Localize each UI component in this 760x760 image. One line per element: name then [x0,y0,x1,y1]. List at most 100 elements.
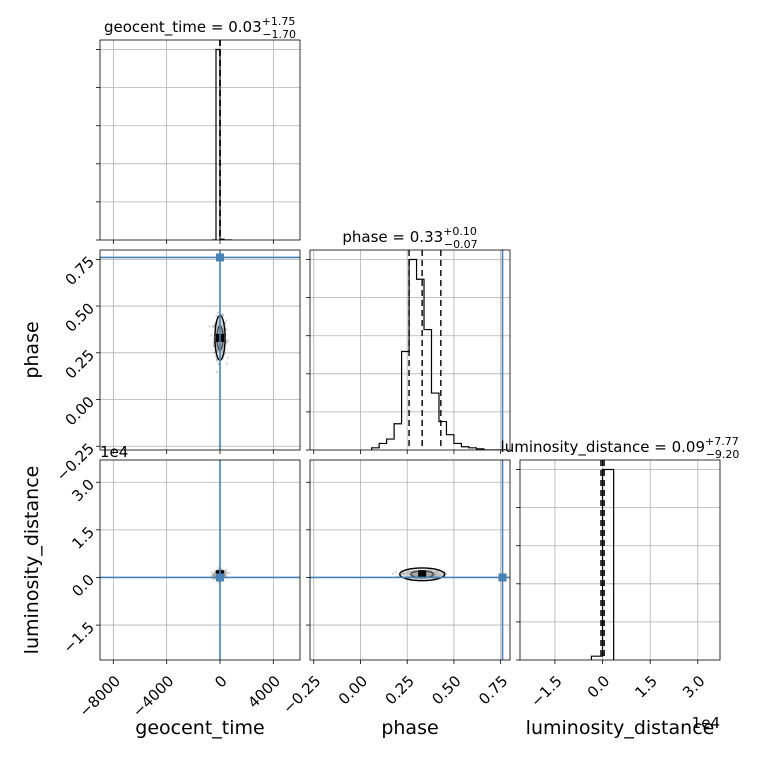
scatter-point [216,348,219,352]
y-tick-label: 0.0 [68,571,98,601]
scatter-point [436,572,439,575]
x-tick-label: 0.75 [475,672,511,708]
scatter-point [224,574,227,577]
scatter-point [213,570,217,574]
scatter-point [438,573,441,576]
scatter-point [221,313,224,316]
scatter-point [225,342,228,345]
scatter-point [402,572,405,576]
scatter-point [227,339,230,342]
scatter-panel-geocent_time-vs-phase: −0.25 0.00 0.25 0.50 0.75 phase [21,249,301,485]
hist-panel-luminosity_distance: luminosity_distance = 0.09+7.77 −9.20 −1.5… [501,435,740,739]
panel-title-text: phase = 0.33+0.10 −0.07 [342,225,477,251]
scatter-point [213,574,216,577]
x-tick-label: 4000 [244,672,284,712]
scatter-point [210,574,214,578]
scatter-point [212,345,215,348]
scatter-point [437,571,440,574]
x-axis-label: luminosity_distance [526,717,715,739]
x-offset-label: 1e4 [692,714,720,732]
scatter-point [221,349,224,353]
y-offset-label: 1e4 [100,443,128,461]
panel-title-text: luminosity_distance = 0.09+7.77 −9.20 [501,435,740,461]
scatter-point [401,573,404,576]
scatter-point [212,573,215,576]
scatter-point [435,571,439,574]
scatter-point [408,573,411,576]
scatter-point [440,574,443,577]
scatter-point [225,340,228,343]
scatter-point [435,574,438,577]
scatter-point [217,321,220,324]
scatter-point [215,315,218,318]
scatter-point [406,572,409,575]
scatter-point [216,349,219,352]
x-axis-label: geocent_time [135,717,264,739]
injection-marker [498,573,507,582]
scatter-point [434,572,437,575]
scatter-point [212,573,215,577]
y-tick-label: −1.5 [60,618,98,656]
scatter-point [212,326,215,329]
scatter-point [217,311,220,314]
panel-frame [309,249,511,451]
x-tick-label: −0.25 [279,672,324,717]
scatter-point [221,348,224,352]
scatter-point [217,581,220,584]
median-marker [418,570,427,579]
y-tick-label: 0.00 [62,393,98,429]
scatter-point [225,572,229,575]
scatter-point [433,573,436,576]
scatter-point [223,571,226,574]
scatter-point [217,319,220,322]
scatter-point [405,572,408,575]
scatter-point [221,313,224,316]
injection-marker [216,573,224,582]
scatter-point [212,573,215,576]
x-tick-label: −8000 [75,672,124,721]
scatter-point [225,328,228,331]
scatter-point [408,570,411,573]
panel-frame [99,249,301,451]
scatter-point [439,574,442,577]
x-tick-label: 0 [211,672,230,691]
scatter-point [430,569,434,573]
injection-marker [216,253,224,262]
panel-title-text: geocent_time = 0.03+1.75 −1.70 [104,15,296,41]
scatter-point [224,573,227,576]
scatter-point [441,572,444,575]
scatter-point [212,573,215,576]
panel-frame [99,459,301,661]
scatter-point [214,570,217,574]
scatter-point [435,573,438,577]
hist-panel-phase: phase = 0.33+0.10 −0.07 [306,225,511,454]
scatter-point [408,572,411,576]
scatter-point [401,572,404,575]
scatter-point [214,574,217,577]
y-tick-label: 0.75 [62,253,98,289]
scatter-point [433,573,436,576]
scatter-point [214,571,217,574]
scatter-point [216,350,219,353]
x-tick-label: 1.5 [631,672,661,702]
x-tick-label: 3.0 [679,672,709,702]
scatter-point [221,352,224,355]
panel-title: geocent_time = 0.03+1.75 −1.70 [104,15,296,41]
y-tick-label: 3.0 [68,476,98,506]
scatter-point [408,571,411,574]
x-tick-label: 0.25 [382,672,418,708]
scatter-point [438,574,441,577]
panel-title: phase = 0.33+0.10 −0.07 [342,225,477,251]
scatter-point [224,569,228,572]
y-axis-label: luminosity_distance [21,466,43,655]
scatter-point [404,572,408,575]
panel-frame [99,39,301,241]
scatter-point [208,325,211,328]
scatter-point [433,572,437,575]
scatter-point [436,573,440,577]
scatter-point [221,323,224,327]
scatter-point [438,573,441,576]
scatter-point [220,321,224,324]
scatter-point [223,574,226,577]
